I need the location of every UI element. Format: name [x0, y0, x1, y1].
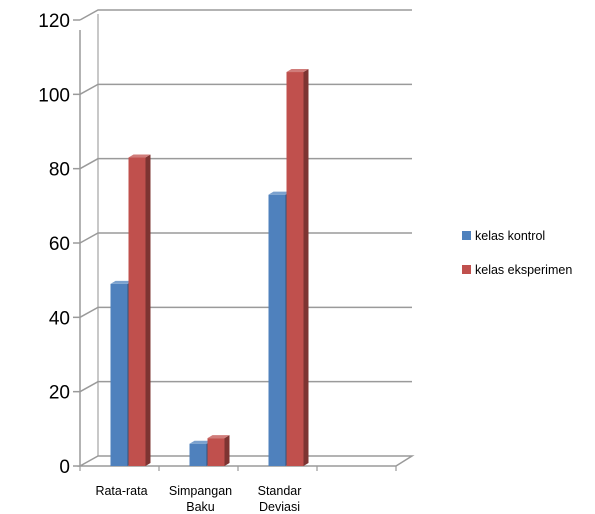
y-tick-label: 40 [49, 308, 70, 329]
y-tick-label: 100 [38, 85, 70, 106]
bars [110, 69, 309, 467]
y-tick-label: 0 [59, 457, 70, 478]
x-axis-tick-labels: Rata-rata Simpangan Baku Standar Deviasi [95, 484, 302, 514]
legend-label: kelas kontrol [475, 229, 545, 243]
legend-swatch [462, 265, 471, 274]
x-tick-label: Standar Deviasi [258, 484, 302, 514]
legend: kelas kontrol kelas eksperimen [462, 229, 572, 277]
bar-kelas-eksperimen-0 [128, 154, 151, 466]
legend-swatch [462, 231, 471, 240]
y-tick-label: 80 [49, 160, 70, 181]
x-tick-label: Rata-rata [95, 484, 147, 498]
y-tick-label: 20 [49, 383, 70, 404]
bar-kelas-eksperimen-2 [286, 69, 309, 467]
bar-kelas-eksperimen-1 [207, 435, 230, 466]
x-tick-label: Simpangan Baku [169, 484, 232, 514]
legend-label: kelas eksperimen [475, 263, 572, 277]
gridline [79, 9, 412, 21]
y-tick-label: 60 [49, 234, 70, 255]
y-tick-label: 120 [38, 11, 70, 32]
gridline [79, 83, 412, 95]
y-axis-tick-labels: 0 20 40 60 80 100 120 [38, 11, 70, 478]
